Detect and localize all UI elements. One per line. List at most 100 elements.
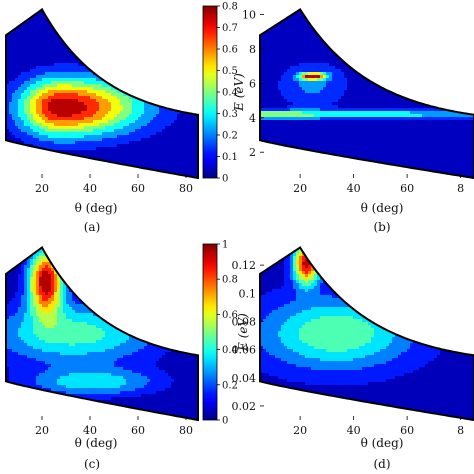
heatmap-cell [192,27,196,31]
heatmap-cell [33,123,37,127]
heatmap-cell [162,147,166,151]
heatmap-cell [260,21,264,25]
heatmap-cell [165,174,169,178]
heatmap-cell [317,66,321,70]
heatmap-cell [27,36,31,40]
heatmap-cell [296,138,300,142]
heatmap-cell [12,138,16,142]
heatmap-cell [266,9,270,10]
heatmap-cell [263,78,267,82]
heatmap-cell [48,147,52,151]
heatmap-cell [33,153,37,157]
heatmap-cell [302,99,306,103]
heatmap-cell [269,159,273,163]
heatmap-cell [308,84,312,88]
heatmap-cell [117,120,121,124]
heatmap-cell [171,39,175,43]
heatmap-cell [299,84,303,88]
heatmap-cell [159,57,163,61]
heatmap-cell [81,69,85,73]
heatmap-cell [138,150,142,154]
heatmap-cell [120,27,124,31]
heatmap-cell [87,150,91,154]
heatmap-cell [111,87,115,91]
heatmap-cell [284,87,288,91]
heatmap-cell [69,81,73,85]
heatmap-cell [165,150,169,154]
heatmap-cell [171,72,175,76]
heatmap-cell [45,24,49,28]
heatmap-cell [93,108,97,112]
heatmap-cell [108,93,112,97]
heatmap-cell [186,12,190,16]
heatmap-cell [123,72,127,76]
heatmap-cell [165,111,169,115]
heatmap-cell [69,144,73,148]
heatmap-cell [290,108,294,112]
heatmap-cell [78,93,82,97]
heatmap-cell [174,66,178,70]
heatmap-cell [183,9,187,13]
heatmap-cell [323,27,327,31]
heatmap-cell [183,30,187,34]
heatmap-cell [135,9,139,13]
heatmap-cell [63,75,67,79]
heatmap-cell [186,18,190,22]
heatmap-cell [287,168,291,172]
heatmap-cell [9,51,13,55]
heatmap-cell [108,126,112,130]
heatmap-cell [317,15,321,19]
heatmap-cell [150,156,154,160]
heatmap-cell [159,144,163,148]
heatmap-cell [314,93,318,97]
heatmap-cell [302,132,306,136]
heatmap-cell [183,48,187,52]
heatmap-cell [311,156,315,160]
heatmap-cell [132,9,136,13]
heatmap-cell [126,36,130,40]
heatmap-cell [36,96,40,100]
heatmap-cell [63,162,67,166]
heatmap-cell [156,141,160,145]
heatmap-cell [320,78,324,82]
heatmap-cell [21,90,25,94]
heatmap-cell [45,54,49,58]
heatmap-cell [305,69,309,73]
heatmap-cell [99,12,103,16]
heatmap-cell [42,156,46,160]
x-tick-label: 80 [179,182,193,195]
heatmap-cell [12,111,16,115]
heatmap-cell [269,165,273,169]
heatmap-cell [84,36,88,40]
heatmap-cell [311,111,315,115]
heatmap-cell [123,132,127,136]
heatmap-cell [260,90,264,94]
heatmap-cell [168,174,172,178]
heatmap-cell [144,111,148,115]
heatmap-cell [189,87,193,91]
heatmap-cell [33,30,37,34]
heatmap-cell [66,129,70,133]
heatmap-cell [308,174,312,178]
heatmap-cell [195,156,198,160]
heatmap-cell [278,51,282,55]
heatmap-cell [69,69,73,73]
heatmap-cell [144,153,148,157]
heatmap-cell [90,147,94,151]
heatmap-cell [192,72,196,76]
heatmap-cell [81,75,85,79]
heatmap-cell [189,27,193,31]
heatmap-cell [305,36,309,40]
heatmap-cell [263,48,267,52]
heatmap-cell [278,87,282,91]
heatmap-cell [153,105,157,109]
heatmap-cell [165,123,169,127]
heatmap-cell [135,159,139,163]
heatmap-cell [317,174,321,178]
heatmap-cell [96,24,100,28]
heatmap-cell [266,147,270,151]
heatmap-cell [290,114,294,118]
heatmap-cell [30,135,34,139]
heatmap-cell [150,27,154,31]
heatmap-cell [24,42,28,46]
